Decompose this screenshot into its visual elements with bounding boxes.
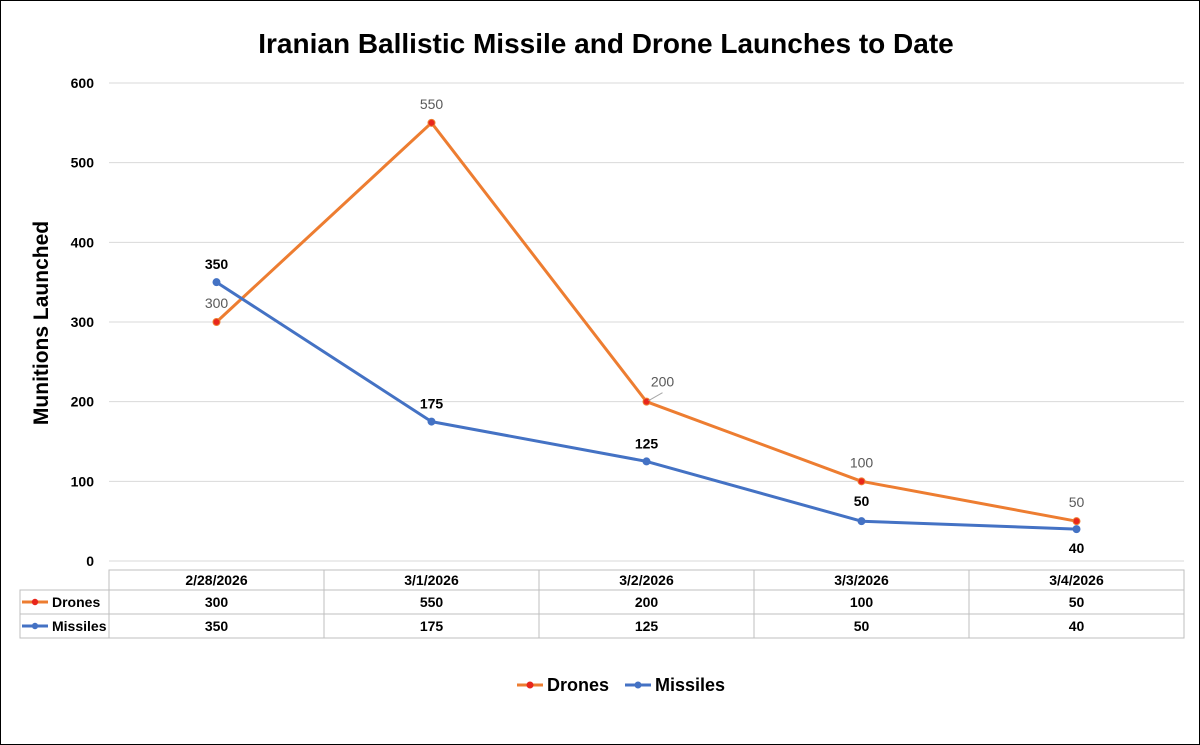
table-cell-value: 350	[205, 618, 229, 634]
table-cell-value: 40	[1069, 618, 1085, 634]
point-drones	[642, 397, 651, 406]
table-cell-value: 550	[420, 594, 444, 610]
x-category-label: 3/4/2026	[1049, 572, 1104, 588]
data-labels: 300 550 200 100 50 350 175 125 50 40	[205, 96, 1085, 556]
point-missiles	[427, 417, 436, 426]
x-category-label: 3/2/2026	[619, 572, 674, 588]
point-drones	[212, 318, 221, 326]
legend: Drones Missiles	[517, 675, 725, 695]
legend-label-drones: Drones	[547, 675, 609, 695]
table-cell-value: 125	[635, 618, 659, 634]
point-drones	[1072, 517, 1081, 526]
data-table: 2/28/2026 3/1/2026 3/2/2026 3/3/2026 3/4/202…	[19, 569, 1185, 639]
table-cell-value: 50	[1069, 594, 1085, 610]
data-label-drones: 100	[850, 454, 874, 470]
table-legend-key-marker	[31, 622, 39, 630]
gridlines: 0 100 200 300 400 500 600	[71, 75, 1184, 569]
legend-label-missiles: Missiles	[655, 675, 725, 695]
data-label-drones: 50	[1069, 494, 1085, 510]
x-category-label: 3/3/2026	[834, 572, 889, 588]
table-cell-value: 175	[420, 618, 444, 634]
table-body	[108, 569, 1185, 639]
table-cell-value: 200	[635, 594, 659, 610]
data-label-missiles: 40	[1069, 540, 1085, 556]
legend-key-marker	[526, 681, 534, 689]
data-label-missiles: 175	[420, 396, 444, 412]
point-drones	[857, 477, 866, 486]
y-tick-label: 400	[71, 234, 95, 250]
plot-area	[212, 118, 1081, 534]
x-category-label: 3/1/2026	[404, 572, 459, 588]
data-label-missiles: 125	[635, 435, 659, 451]
y-axis-label: Munitions Launched	[30, 221, 53, 425]
point-missiles	[212, 278, 221, 287]
table-legend-key-marker	[31, 598, 39, 606]
point-missiles	[642, 457, 651, 466]
data-label-drones: 200	[651, 374, 675, 390]
y-tick-label: 300	[71, 314, 95, 330]
legend-key-marker	[634, 681, 642, 689]
table-cell-value: 50	[854, 618, 870, 634]
table-series-name: Drones	[52, 594, 100, 610]
data-label-leader-line	[648, 392, 663, 402]
point-missiles	[1072, 525, 1081, 534]
y-tick-label: 200	[71, 394, 95, 410]
y-tick-label: 600	[71, 75, 95, 91]
table-series-name: Missiles	[52, 618, 107, 634]
data-label-missiles: 50	[854, 493, 870, 509]
data-label-drones: 300	[205, 295, 229, 311]
chart-title: Iranian Ballistic Missile and Drone Laun…	[258, 28, 954, 59]
x-category-label: 2/28/2026	[185, 572, 247, 588]
data-label-drones: 550	[420, 96, 444, 112]
point-missiles	[857, 517, 866, 526]
y-tick-label: 0	[86, 553, 94, 569]
table-cell-value: 100	[850, 594, 874, 610]
data-label-missiles: 350	[205, 256, 229, 272]
y-tick-label: 100	[71, 473, 95, 489]
point-drones	[427, 118, 436, 127]
y-tick-label: 500	[71, 155, 95, 171]
table-cell-value: 300	[205, 594, 229, 610]
